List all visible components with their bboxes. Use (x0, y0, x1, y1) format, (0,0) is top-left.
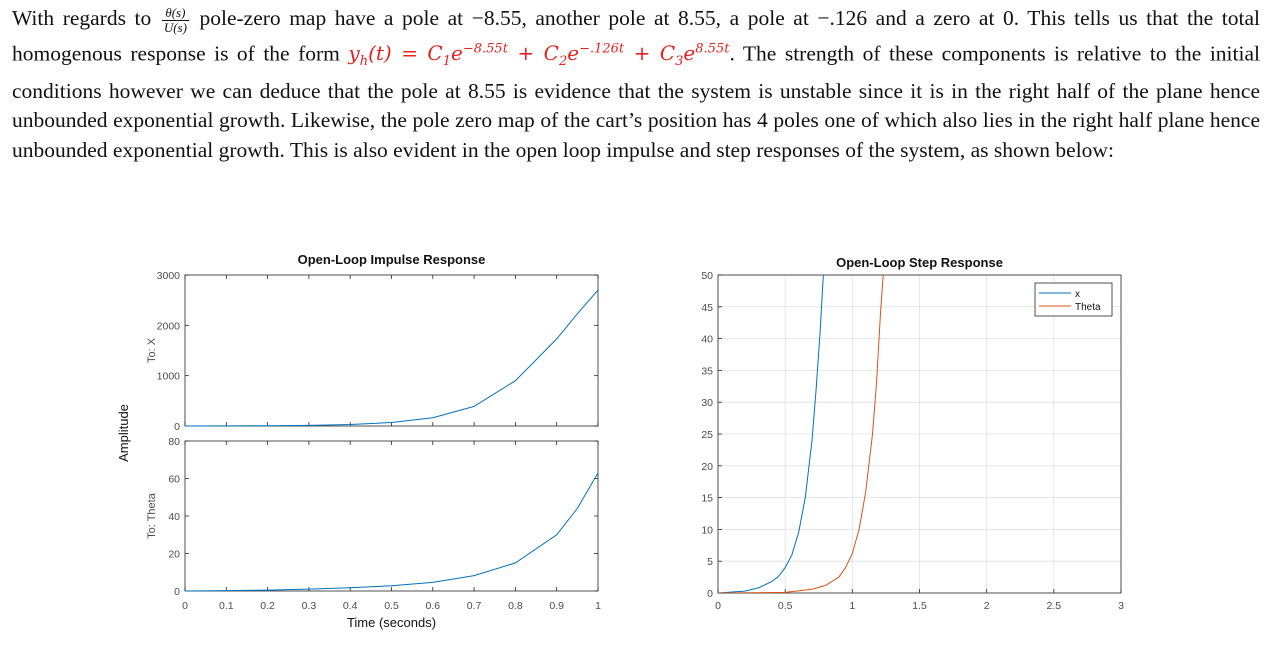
y-tick-label: 35 (701, 365, 713, 377)
homogenous-response-equation: yh(t) = C1e−8.55t + C2e−.126t + C3e8.55t (348, 41, 730, 70)
step-series-line-theta (718, 275, 884, 593)
fraction-numerator: θ(s) (161, 5, 189, 21)
x-tick-label: 0.6 (425, 600, 440, 612)
time-axis-label: Time (seconds) (347, 615, 436, 630)
x-tick-label: 0.3 (302, 600, 317, 612)
step-plot-frame (717, 274, 1122, 594)
amplitude-axis-label: Amplitude (116, 404, 131, 462)
subplot-frame-1 (184, 274, 599, 427)
body-paragraph: With regards to θ(s) U(s) pole-zero map h… (12, 4, 1260, 165)
x-tick-label: 0.5 (384, 600, 399, 612)
transfer-function-fraction: θ(s) U(s) (161, 5, 189, 35)
step-series-line-x (718, 275, 824, 593)
y-tick-label: 60 (168, 474, 180, 486)
x-tick-label: 1.5 (912, 600, 927, 612)
impulse-chart-title: Open-Loop Impulse Response (298, 252, 486, 267)
x-tick-label: 2.5 (1047, 600, 1062, 612)
text-segment-2: pole-zero map have a pole at −8.55, anot… (12, 6, 1260, 66)
x-tick-label: 1 (849, 600, 855, 612)
legend-label-theta: Theta (1075, 302, 1101, 313)
y-tick-label: 20 (701, 461, 713, 473)
y-tick-label: 25 (701, 429, 713, 441)
y-tick-label: 20 (168, 549, 180, 561)
x-tick-label: 0.1 (219, 600, 234, 612)
y-tick-label: 2000 (157, 320, 181, 332)
y-tick-label: 80 (168, 436, 180, 448)
y-tick-label: 50 (701, 270, 713, 282)
x-tick-label: 0.2 (260, 600, 275, 612)
legend-label-x: x (1075, 289, 1080, 300)
subplot-frame-2 (184, 440, 599, 592)
subplot-ylabel-1: To: X (146, 337, 158, 363)
impulse-response-figure: Open-Loop Impulse Response Amplitude Time … (116, 252, 601, 630)
x-tick-label: 0 (182, 600, 188, 612)
y-tick-label: 10 (701, 524, 713, 536)
y-tick-label: 0 (707, 588, 713, 600)
x-tick-label: 0.7 (467, 600, 482, 612)
x-tick-label: 0.9 (549, 600, 564, 612)
impulse-series-line-2 (184, 472, 599, 592)
y-tick-label: 0 (174, 421, 180, 433)
x-tick-label: 0.5 (778, 600, 793, 612)
text-segment-3: . The strength of these components is re… (12, 41, 1260, 162)
step-chart-title: Open-Loop Step Response (836, 255, 1003, 270)
y-tick-label: 40 (701, 334, 713, 346)
y-tick-label: 5 (707, 556, 713, 568)
y-tick-label: 1000 (157, 371, 181, 383)
fraction-denominator: U(s) (163, 19, 187, 35)
impulse-series-line-1 (184, 289, 599, 427)
x-tick-label: 3 (1118, 600, 1124, 612)
x-tick-label: 0.8 (508, 600, 523, 612)
y-tick-label: 15 (701, 493, 713, 505)
x-tick-label: 2 (984, 600, 990, 612)
y-tick-label: 3000 (157, 270, 181, 282)
legend-box (1034, 282, 1113, 317)
y-tick-label: 40 (168, 511, 180, 523)
subplot-ylabel-2: To: Theta (146, 492, 158, 539)
y-tick-label: 0 (174, 586, 180, 598)
x-tick-label: 1 (595, 600, 601, 612)
x-tick-label: 0 (715, 600, 721, 612)
x-tick-label: 0.4 (343, 600, 358, 612)
y-tick-label: 45 (701, 302, 713, 314)
y-tick-label: 30 (701, 397, 713, 409)
text-segment-1: With regards to (12, 6, 160, 30)
